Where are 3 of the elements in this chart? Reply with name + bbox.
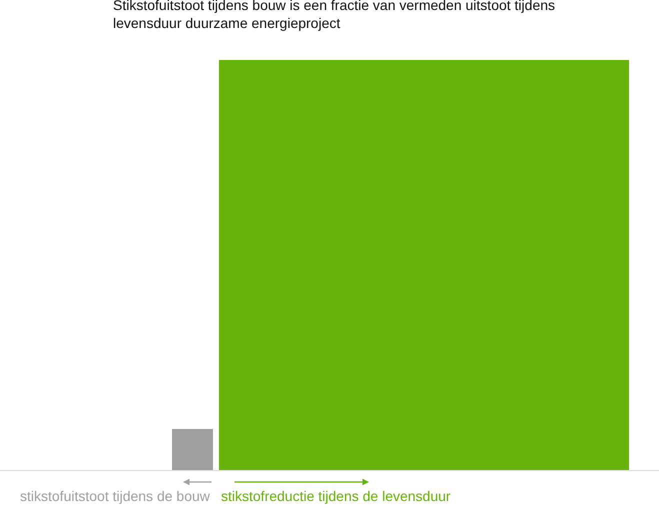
chart-title: Stikstofuitstoot tijdens bouw is een fractie van vermeden uitstoot tijdens levensduur duurzame energieproject: [113, 0, 556, 32]
x-tick-label: stikstofuitstoot tijdens de bouw: [20, 488, 211, 504]
x-tick-label: stikstofreductie tijdens de levensduur: [221, 488, 451, 504]
